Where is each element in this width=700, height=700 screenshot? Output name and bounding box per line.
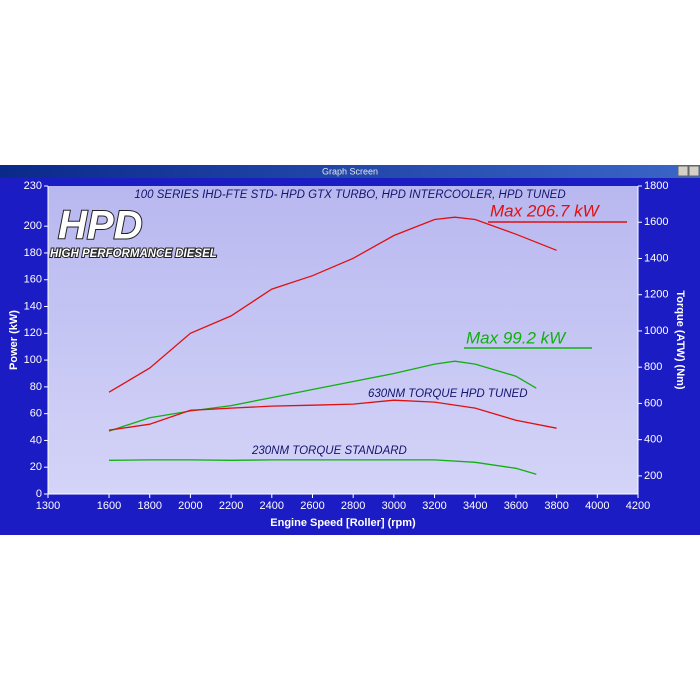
y2-tick-label: 1200 bbox=[644, 289, 668, 301]
y2-tick-label: 1600 bbox=[644, 216, 668, 228]
y-tick-label: 230 bbox=[24, 180, 42, 192]
y-tick-label: 140 bbox=[24, 300, 42, 312]
y-tick-label: 200 bbox=[24, 220, 42, 232]
y-tick-label: 120 bbox=[24, 327, 42, 339]
y-tick-label: 60 bbox=[30, 408, 42, 420]
close-button[interactable] bbox=[688, 165, 700, 177]
y2-tick-label: 1000 bbox=[644, 325, 668, 337]
y2-tick-label: 200 bbox=[644, 470, 662, 482]
logo-title: HPD bbox=[58, 204, 142, 248]
x-tick-label: 1600 bbox=[97, 500, 121, 512]
y-axis-label: Power (kW) bbox=[8, 310, 20, 370]
window-title: Graph Screen bbox=[322, 166, 378, 176]
x-tick-label: 3600 bbox=[504, 500, 528, 512]
y-tick-label: 0 bbox=[36, 488, 42, 500]
x-tick-label: 2200 bbox=[219, 500, 243, 512]
x-tick-label: 2600 bbox=[300, 500, 324, 512]
annotation: 230NM TORQUE STANDARD bbox=[251, 445, 407, 457]
x-tick-label: 1800 bbox=[137, 500, 161, 512]
annotation: Max 99.2 kW bbox=[466, 328, 567, 347]
x-tick-label: 2000 bbox=[178, 500, 202, 512]
y-tick-label: 180 bbox=[24, 247, 42, 259]
y2-tick-label: 400 bbox=[644, 434, 662, 446]
logo-subtitle: HIGH PERFORMANCE DIESEL bbox=[50, 248, 217, 260]
y2-tick-label: 800 bbox=[644, 361, 662, 373]
y2-tick-label: 600 bbox=[644, 397, 662, 409]
y-tick-label: 160 bbox=[24, 274, 42, 286]
y-tick-label: 80 bbox=[30, 381, 42, 393]
x-tick-label: 4000 bbox=[585, 500, 609, 512]
x-tick-label: 3000 bbox=[382, 500, 406, 512]
x-tick-label: 2400 bbox=[260, 500, 284, 512]
y2-tick-label: 1800 bbox=[644, 180, 668, 192]
chart-title: 100 SERIES IHD-FTE STD- HPD GTX TURBO, H… bbox=[134, 189, 565, 201]
data-line bbox=[108, 399, 557, 431]
x-tick-label: 3200 bbox=[422, 500, 446, 512]
title-bar bbox=[0, 165, 700, 178]
data-line bbox=[108, 360, 537, 432]
x-tick-label: 3800 bbox=[544, 500, 568, 512]
y-tick-label: 40 bbox=[30, 434, 42, 446]
help-button[interactable] bbox=[677, 165, 689, 177]
x-axis-label: Engine Speed [Roller] (rpm) bbox=[270, 517, 416, 529]
annotation: 630NM TORQUE HPD TUNED bbox=[368, 388, 528, 400]
x-tick-label: 2800 bbox=[341, 500, 365, 512]
y-tick-label: 20 bbox=[30, 461, 42, 473]
y2-tick-label: 1400 bbox=[644, 252, 668, 264]
x-tick-label: 4200 bbox=[626, 500, 650, 512]
y2-axis-label: Torque (ATW) (Nm) bbox=[674, 290, 686, 390]
plot-area bbox=[48, 186, 638, 494]
x-tick-label: 1300 bbox=[36, 500, 60, 512]
annotation: Max 206.7 kW bbox=[490, 201, 601, 220]
data-line bbox=[108, 459, 537, 475]
x-tick-label: 3400 bbox=[463, 500, 487, 512]
y-tick-label: 100 bbox=[24, 354, 42, 366]
data-line bbox=[108, 216, 557, 393]
